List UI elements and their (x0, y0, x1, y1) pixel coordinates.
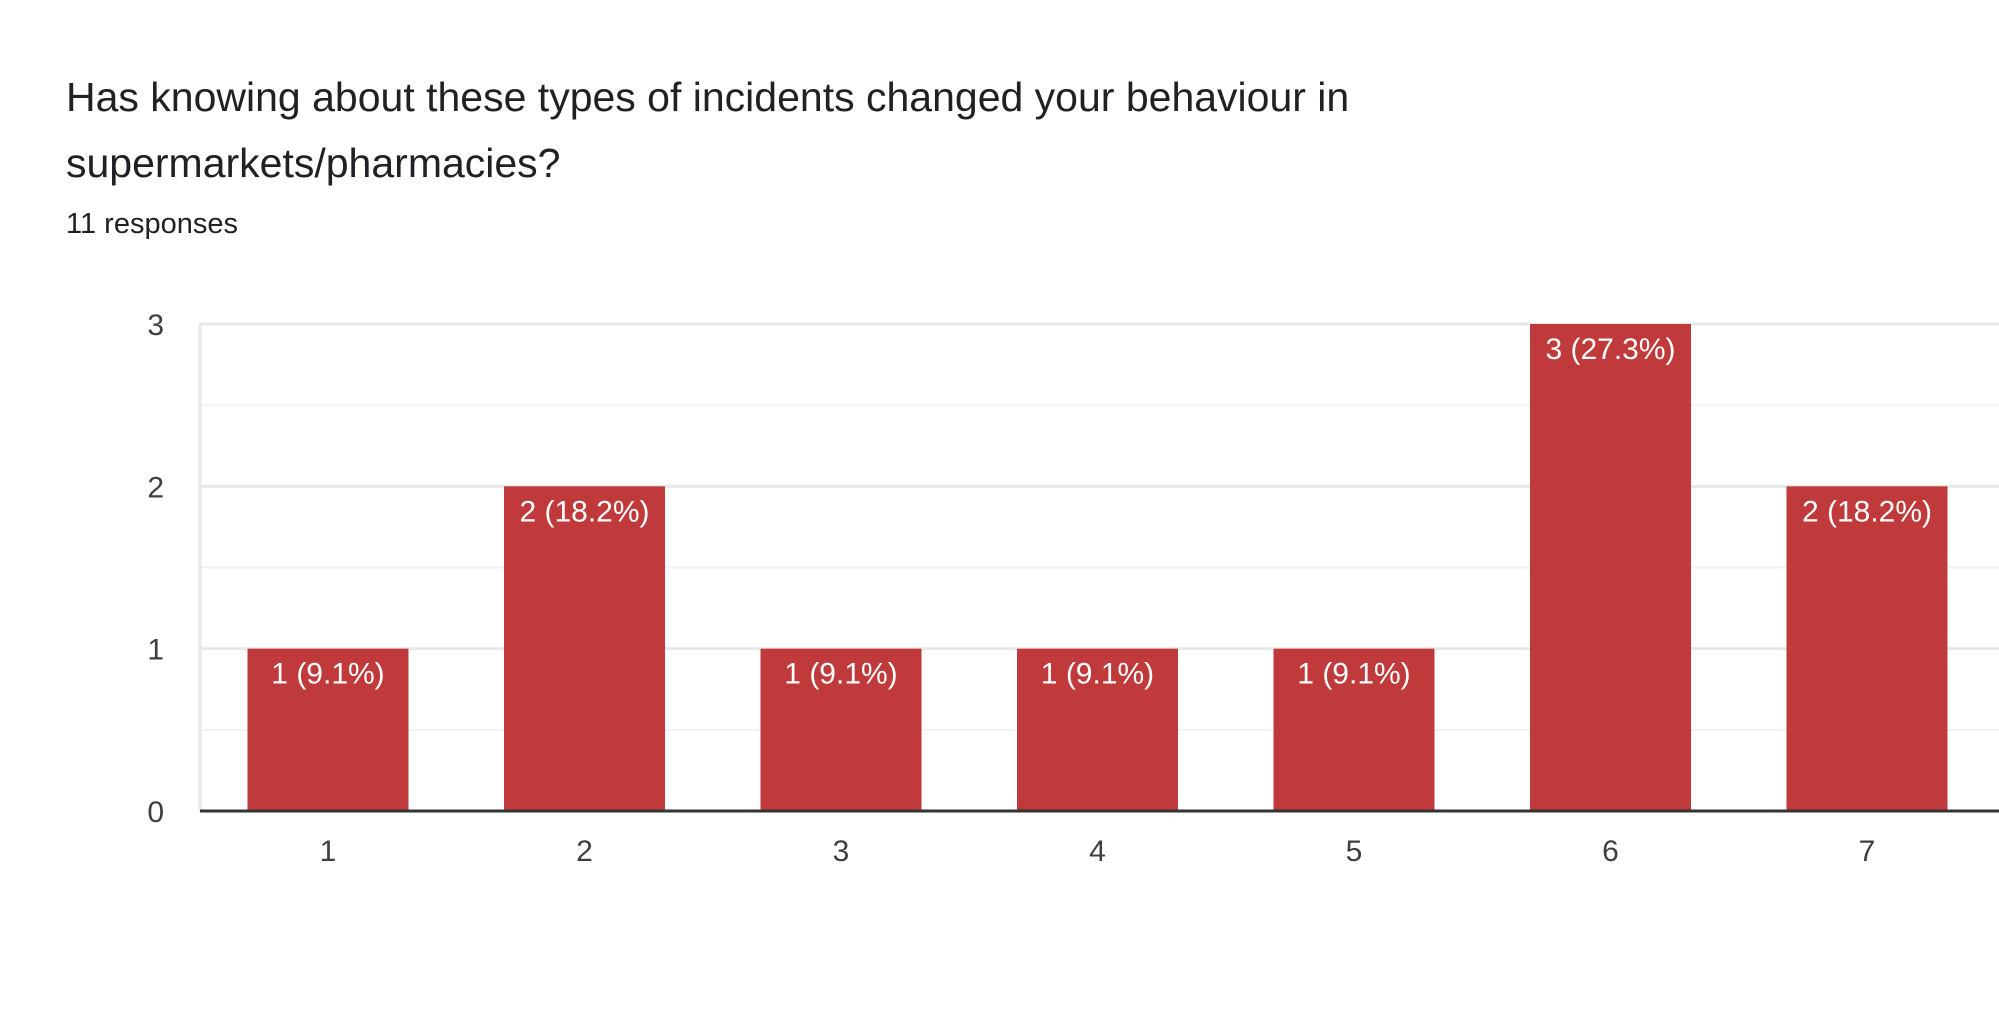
y-tick-label: 1 (147, 634, 164, 667)
x-tick-label: 3 (833, 835, 850, 868)
bar-data-label: 1 (9.1%) (1041, 658, 1154, 691)
x-tick-label: 4 (1089, 835, 1106, 868)
bar (760, 648, 922, 811)
x-tick-label: 2 (576, 835, 593, 868)
y-tick-label: 0 (147, 796, 164, 829)
x-tick-label: 7 (1859, 835, 1876, 868)
response-count: 11 responses (66, 208, 238, 240)
x-tick-label: 6 (1602, 835, 1619, 868)
bar-data-label: 1 (9.1%) (1297, 658, 1410, 691)
bar (1017, 648, 1178, 811)
y-tick-label: 2 (147, 471, 164, 504)
bar-data-label: 2 (18.2%) (1802, 495, 1932, 528)
x-tick-label: 5 (1346, 835, 1363, 868)
bar-data-label: 3 (27.3%) (1545, 333, 1675, 366)
bar-data-label: 1 (9.1%) (784, 658, 897, 691)
x-tick-label: 1 (320, 835, 337, 868)
bar (247, 648, 409, 811)
bar-data-label: 1 (9.1%) (271, 658, 384, 691)
y-tick-label: 3 (147, 309, 164, 342)
bar-data-label: 2 (18.2%) (519, 495, 649, 528)
bar (1273, 648, 1435, 811)
question-title: Has knowing about these types of inciden… (66, 74, 1350, 186)
bar (1786, 486, 1948, 811)
chart-header: Has knowing about these types of inciden… (66, 64, 1546, 242)
bar (504, 486, 665, 811)
bar (1530, 324, 1691, 811)
